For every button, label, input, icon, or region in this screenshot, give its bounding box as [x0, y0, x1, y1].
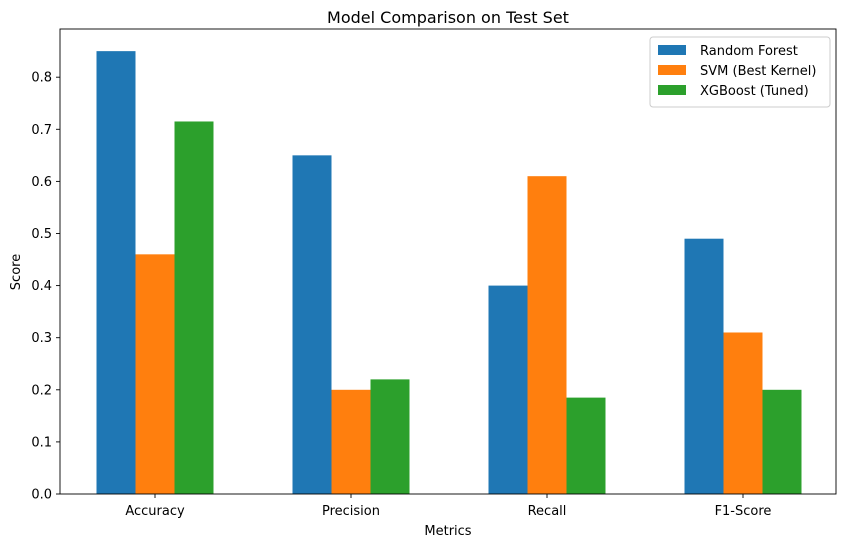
- y-tick-label-6: 0.6: [31, 175, 52, 190]
- y-tick-label-0: 0.0: [31, 488, 52, 503]
- y-tick-label-7: 0.7: [31, 123, 52, 138]
- bar-3-2: [762, 389, 802, 494]
- chart-title: Model Comparison on Test Set: [327, 8, 569, 27]
- y-tick-label-3: 0.3: [31, 331, 52, 346]
- bar-3-1: [723, 332, 763, 494]
- y-tick-label-2: 0.2: [31, 383, 52, 398]
- x-tick-label-0: Accuracy: [125, 504, 185, 519]
- y-tick-label-4: 0.4: [31, 279, 52, 294]
- legend: Random Forest SVM (Best Kernel) XGBoost (T…: [649, 36, 831, 108]
- bars-group: [96, 51, 802, 495]
- x-tick-label-3: F1-Score: [715, 504, 772, 519]
- bar-1-1: [331, 389, 371, 494]
- x-axis-label: Metrics: [424, 524, 471, 539]
- bar-2-0: [488, 285, 528, 494]
- bar-2-1: [527, 176, 567, 494]
- y-tick-label-5: 0.5: [31, 227, 52, 242]
- legend-swatch-1: [658, 65, 686, 75]
- plot-frame: [59, 28, 837, 495]
- bar-0-1: [135, 254, 175, 494]
- legend-label-1: SVM (Best Kernel): [700, 64, 816, 79]
- bar-0-2: [174, 121, 214, 494]
- bar-0-0: [96, 51, 136, 495]
- bar-3-0: [684, 238, 724, 494]
- legend-swatch-2: [658, 85, 686, 95]
- legend-label-2: XGBoost (Tuned): [700, 84, 809, 99]
- axes-group: 0.0 0.1 0.2 0.3 0.4 0.5 0.6 0.7 0.8 Accuracy Preci…: [31, 28, 837, 519]
- legend-box: [649, 36, 831, 108]
- bar-1-0: [292, 155, 332, 494]
- x-tick-label-2: Recall: [528, 504, 567, 519]
- legend-swatch-0: [658, 45, 686, 55]
- bar-2-2: [566, 397, 606, 494]
- bar-1-2: [370, 379, 410, 494]
- x-tick-label-1: Precision: [322, 504, 380, 519]
- legend-label-0: Random Forest: [700, 44, 798, 59]
- y-axis-label: Score: [9, 254, 24, 290]
- y-tick-label-8: 0.8: [31, 71, 52, 86]
- y-tick-label-1: 0.1: [31, 435, 52, 450]
